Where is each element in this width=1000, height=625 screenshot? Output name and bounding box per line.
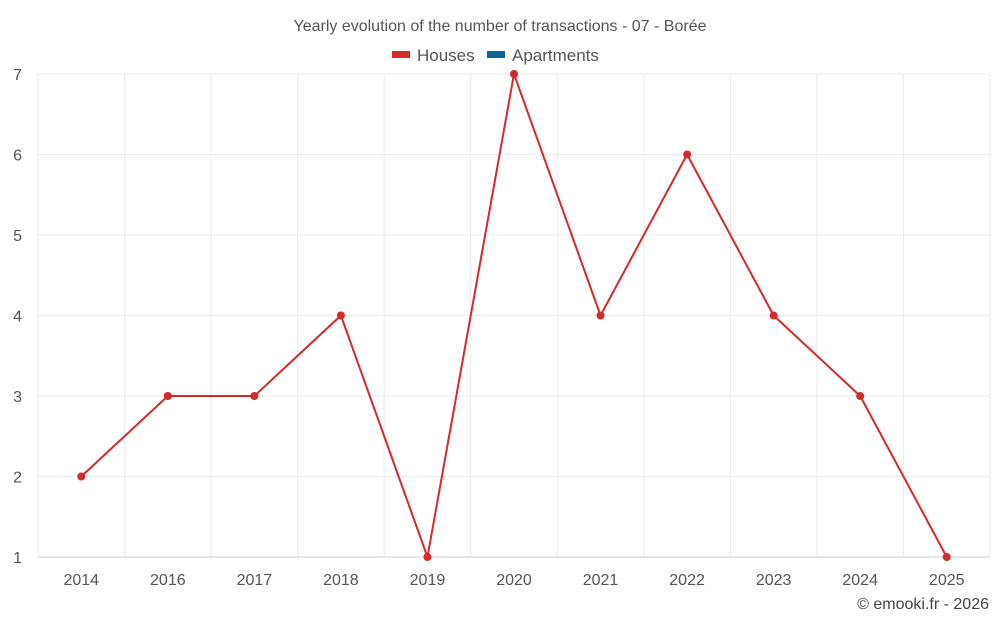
y-tick-label: 2 (13, 470, 22, 487)
legend-label-apartments: Apartments (512, 46, 599, 65)
x-tick-label: 2023 (756, 572, 792, 589)
data-point[interactable] (163, 392, 172, 400)
y-tick-labels: 1 2 3 4 5 6 7 (13, 67, 22, 567)
data-point[interactable] (856, 392, 865, 400)
data-point[interactable] (596, 311, 605, 320)
legend-item-houses[interactable]: Houses (392, 46, 475, 65)
x-tick-label: 2024 (842, 572, 878, 589)
x-tick-label: 2025 (929, 572, 965, 589)
series-houses (77, 70, 951, 561)
data-point[interactable] (336, 311, 345, 320)
x-tick-label: 2017 (237, 572, 273, 589)
legend: Houses Apartments (392, 46, 599, 65)
data-point[interactable] (423, 553, 432, 561)
x-tick-label: 2020 (496, 572, 532, 589)
x-tick-label: 2021 (583, 572, 619, 589)
credit-text: © emooki.fr - 2026 (857, 596, 989, 613)
x-tick-label: 2018 (323, 572, 359, 589)
data-point[interactable] (250, 392, 259, 400)
data-point[interactable] (769, 311, 778, 320)
y-tick-label: 3 (13, 389, 22, 406)
data-point[interactable] (510, 70, 518, 78)
legend-item-apartments[interactable]: Apartments (487, 46, 599, 65)
y-tick-label: 1 (13, 550, 22, 567)
legend-label-houses: Houses (417, 46, 475, 65)
legend-swatch-houses (392, 51, 410, 58)
y-tick-label: 6 (13, 148, 22, 165)
x-tick-label: 2016 (150, 572, 186, 589)
data-point[interactable] (683, 150, 692, 159)
gridlines (37, 73, 991, 557)
x-tick-label: 2022 (669, 572, 705, 589)
chart-title: Yearly evolution of the number of transa… (294, 18, 707, 35)
x-tick-labels: 2014 2016 2017 2018 2019 2020 2021 2022 2023 2024… (63, 572, 964, 589)
x-tick-label: 2014 (63, 572, 99, 589)
data-point[interactable] (942, 553, 951, 561)
y-tick-label: 4 (13, 309, 22, 326)
legend-swatch-apartments (487, 51, 505, 58)
x-tick-label: 2019 (410, 572, 446, 589)
y-tick-label: 7 (13, 67, 22, 84)
y-tick-label: 5 (13, 228, 22, 245)
data-point[interactable] (77, 472, 86, 481)
